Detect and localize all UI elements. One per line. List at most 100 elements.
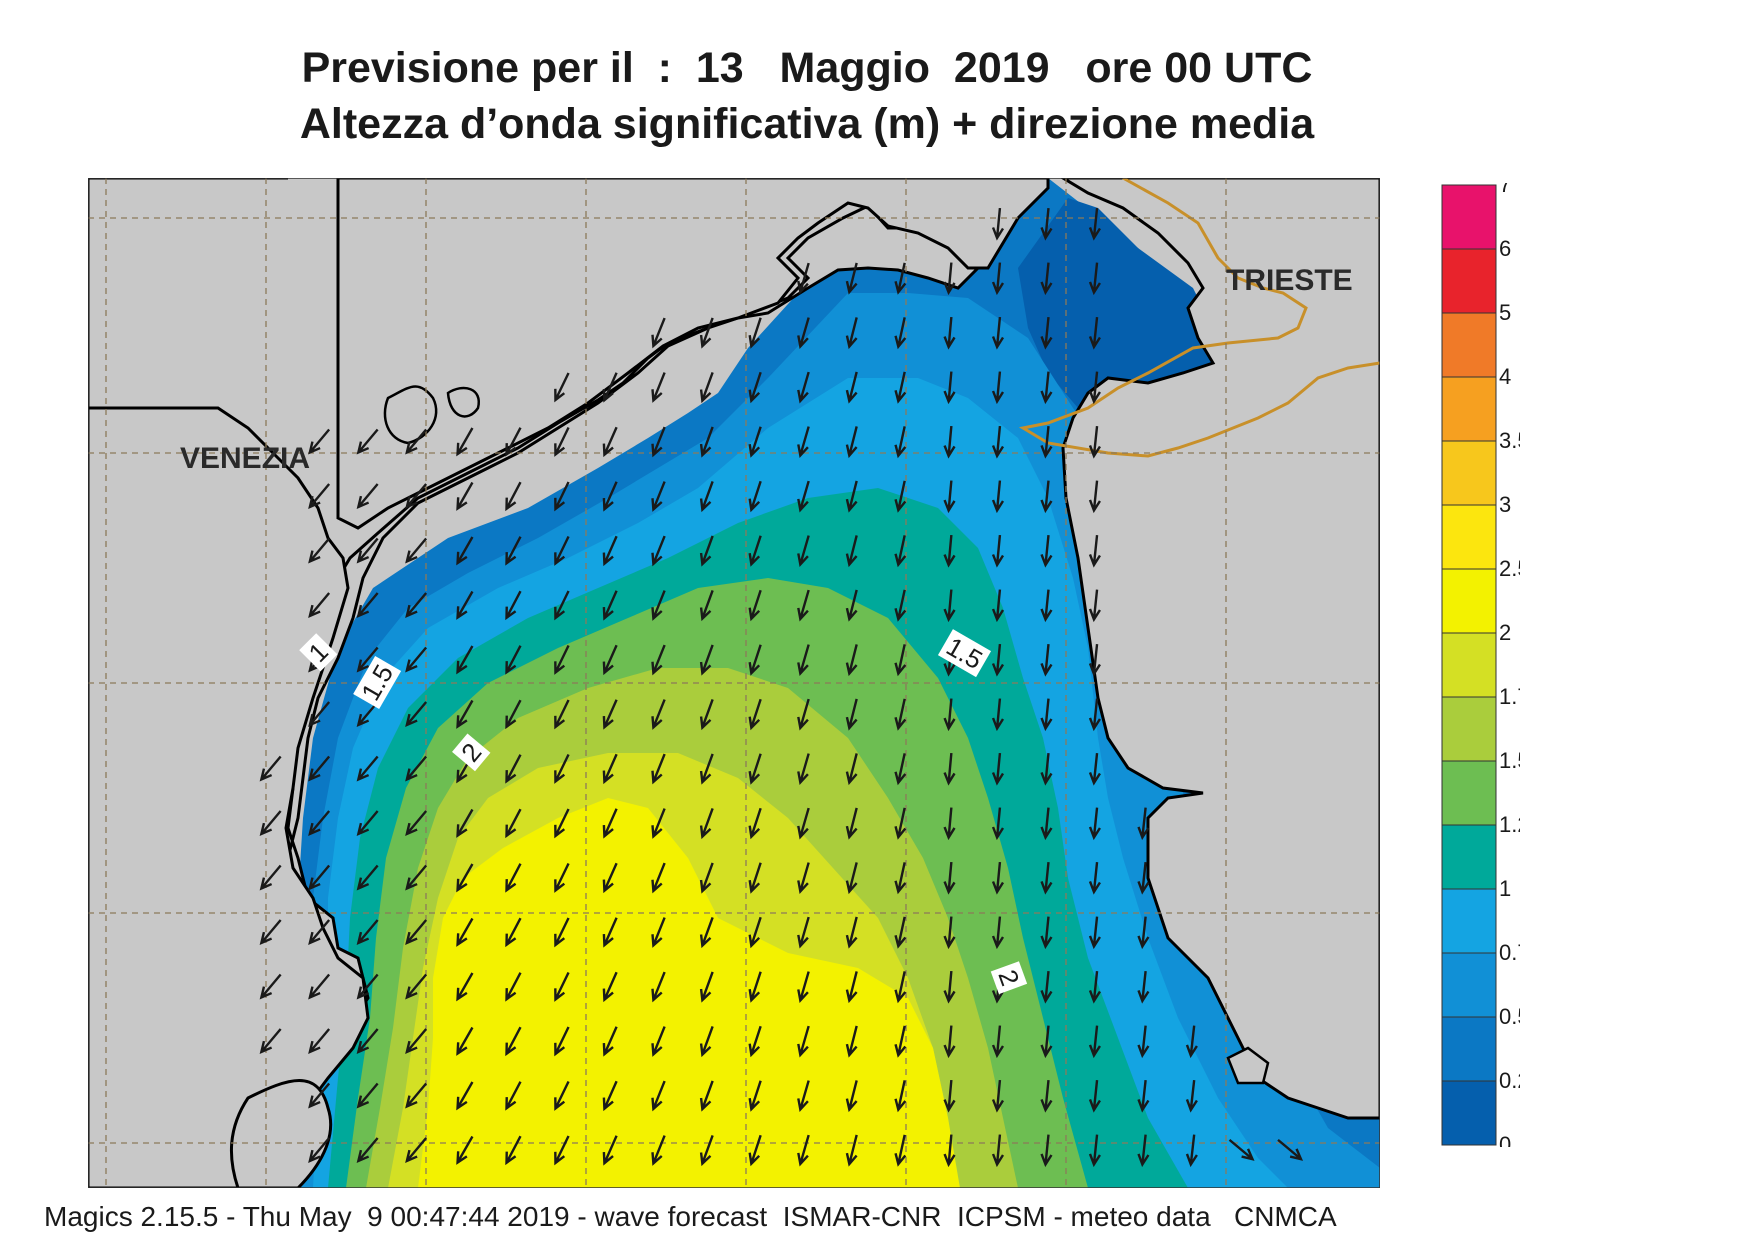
wave-direction-arrow xyxy=(405,537,428,564)
wave-direction-arrow xyxy=(943,262,956,296)
wave-direction-arrow xyxy=(356,1082,379,1109)
wave-direction-arrow xyxy=(699,916,714,949)
wave-direction-arrow xyxy=(1137,916,1150,950)
wave-direction-arrow xyxy=(1088,371,1101,405)
wave-direction-arrow xyxy=(456,1026,474,1056)
wave-direction-arrow xyxy=(845,1080,858,1113)
wave-direction-arrow xyxy=(308,1028,331,1055)
wave-direction-arrow xyxy=(554,372,570,403)
wave-direction-arrow xyxy=(602,917,618,948)
wave-direction-arrow xyxy=(845,753,858,786)
wave-direction-arrow xyxy=(1040,1025,1053,1059)
wave-direction-arrow xyxy=(1137,1079,1150,1113)
wave-direction-arrow xyxy=(699,480,714,513)
wave-direction-arrow xyxy=(259,755,282,782)
wave-direction-arrow xyxy=(748,644,762,676)
wave-direction-arrow xyxy=(894,916,907,949)
wave-direction-arrow xyxy=(797,753,810,785)
wave-direction-arrow xyxy=(894,698,907,731)
wave-direction-arrow xyxy=(259,919,282,946)
wave-direction-arrow xyxy=(748,1025,762,1058)
wave-direction-arrow xyxy=(748,1134,762,1167)
wave-direction-arrow xyxy=(456,699,474,729)
wave-direction-arrow xyxy=(943,1025,956,1059)
wave-direction-arrow xyxy=(748,698,762,731)
chart-subtitle: Altezza d’onda significativa (m) + direz… xyxy=(299,100,1315,148)
wave-direction-arrow xyxy=(456,972,474,1002)
wave-direction-arrow xyxy=(894,262,907,295)
wave-direction-arrow xyxy=(894,371,907,404)
chart-title: Previsione per il : 13 Maggio 2019 ore 0… xyxy=(301,44,1313,92)
wave-direction-arrow xyxy=(845,1134,858,1167)
wave-direction-arrow xyxy=(699,862,714,894)
sea-band-0.25 xyxy=(1018,198,1218,428)
wave-direction-arrow xyxy=(797,426,810,458)
wave-direction-arrow xyxy=(1088,861,1101,895)
wave-direction-arrow xyxy=(308,592,331,619)
wave-direction-arrow xyxy=(699,644,714,676)
wave-direction-arrow xyxy=(748,807,762,840)
wave-direction-arrow xyxy=(1088,807,1101,841)
wave-direction-arrow xyxy=(748,317,762,349)
wave-direction-arrow xyxy=(505,645,522,675)
wave-direction-arrow xyxy=(943,698,956,732)
wave-direction-arrow xyxy=(651,1135,666,1166)
wave-direction-arrow xyxy=(943,1134,956,1168)
wave-direction-arrow xyxy=(1040,970,1053,1004)
wave-direction-arrow xyxy=(651,862,666,894)
wave-direction-arrow xyxy=(845,807,858,840)
wave-direction-arrow xyxy=(699,426,714,458)
wave-direction-arrow xyxy=(405,483,428,510)
wave-direction-arrow xyxy=(651,1026,666,1057)
wave-direction-arrow xyxy=(505,972,522,1002)
wave-direction-arrow xyxy=(405,592,428,619)
wave-direction-arrow xyxy=(845,426,858,459)
wave-direction-arrow xyxy=(699,535,714,567)
wave-direction-arrow xyxy=(1088,970,1101,1004)
wave-direction-arrow xyxy=(602,808,618,839)
wave-direction-arrow xyxy=(456,590,474,620)
wave-direction-arrow xyxy=(1040,207,1053,241)
wave-direction-arrow xyxy=(308,919,331,946)
legend-swatch xyxy=(1441,440,1497,506)
wave-direction-arrow xyxy=(748,862,762,894)
wave-direction-arrow xyxy=(651,317,666,349)
wave-direction-arrow xyxy=(1040,698,1053,732)
land-delta xyxy=(229,1079,333,1188)
wave-direction-arrow xyxy=(894,589,907,622)
wave-direction-arrow xyxy=(748,916,762,949)
wave-direction-arrow xyxy=(456,536,474,566)
wave-direction-arrow xyxy=(943,752,956,786)
wave-direction-arrow xyxy=(797,1080,810,1112)
wave-direction-arrow xyxy=(308,428,331,455)
wave-direction-arrow xyxy=(554,1080,570,1111)
wave-direction-arrow xyxy=(699,698,714,731)
city-label-trieste: TRIESTE xyxy=(1226,264,1353,297)
legend-tick-label: 0.5 xyxy=(1499,1004,1520,1029)
wave-direction-arrow xyxy=(797,807,810,840)
wave-direction-arrow xyxy=(991,425,1005,459)
wave-direction-arrow xyxy=(894,426,907,459)
wave-direction-arrow xyxy=(699,371,714,404)
wave-direction-arrow xyxy=(405,810,428,837)
wave-direction-arrow xyxy=(505,590,522,621)
wave-direction-arrow xyxy=(308,1082,331,1109)
wave-direction-arrow xyxy=(505,536,522,566)
wave-direction-arrow xyxy=(845,644,858,677)
wave-direction-arrow xyxy=(554,481,570,512)
wave-direction-arrow xyxy=(1185,1134,1198,1168)
wave-direction-arrow xyxy=(845,589,858,622)
wave-direction-arrow xyxy=(797,589,810,622)
wave-direction-arrow xyxy=(797,262,810,295)
legend-swatch xyxy=(1441,1016,1497,1082)
wave-direction-arrow xyxy=(505,427,522,457)
direction-arrows xyxy=(259,207,1304,1168)
wave-direction-arrow xyxy=(943,425,956,459)
wave-direction-arrow xyxy=(699,1080,714,1112)
legend-tick-label: 5 xyxy=(1499,300,1511,325)
legend-swatch xyxy=(1441,952,1497,1018)
wave-direction-arrow xyxy=(308,864,331,891)
wave-direction-arrow xyxy=(308,483,331,510)
footer-credits: Magics 2.15.5 - Thu May 9 00:47:44 2019 … xyxy=(44,1201,1337,1232)
wave-direction-arrow xyxy=(1137,1025,1150,1059)
